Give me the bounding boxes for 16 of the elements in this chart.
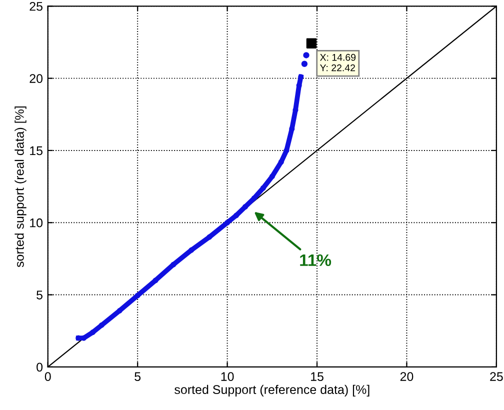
annotation: X: 14.69 Y: 22.42 <box>320 54 356 72</box>
x-tick-label: 5 <box>134 372 141 381</box>
x-tick-label: 15 <box>311 372 324 381</box>
y-tick-label: 15 <box>30 146 42 156</box>
y-tick-label: 20 <box>30 74 43 83</box>
x-tick-label: 0 <box>44 372 51 381</box>
x-tick-label: 20 <box>400 372 414 381</box>
y-tick-label: 5 <box>36 290 42 300</box>
y-tick-label: 25 <box>30 2 42 11</box>
x-axis-title: sorted Support (reference data) [%] <box>174 384 370 397</box>
y-axis-title: sorted support (real data) [%] <box>14 106 26 268</box>
annotation: 11% <box>300 254 332 266</box>
y-tick-label: 0 <box>36 362 43 372</box>
x-tick-label: 25 <box>490 372 503 381</box>
y-tick-label: 10 <box>30 218 43 228</box>
x-tick-label: 10 <box>221 372 234 381</box>
